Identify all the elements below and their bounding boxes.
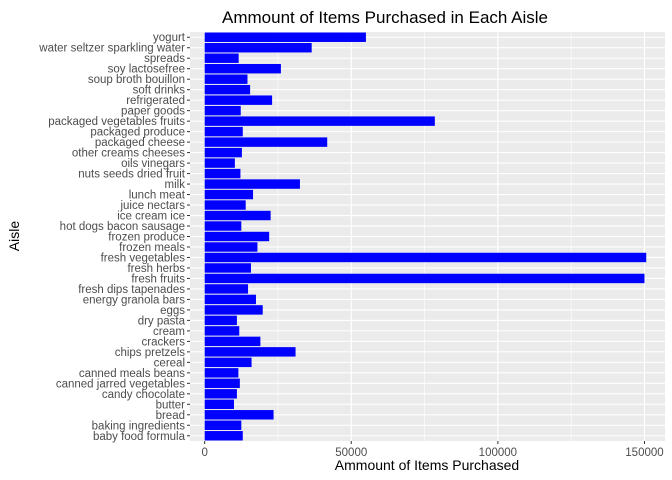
bar (204, 242, 258, 252)
bar (204, 95, 273, 105)
bar (204, 147, 242, 158)
bar (204, 53, 239, 63)
bar (204, 336, 261, 347)
bar (204, 200, 246, 210)
y-tick-label: dry pasta (138, 315, 186, 327)
y-tick-label: hot dogs bacon sausage (60, 221, 185, 233)
bar (204, 158, 235, 168)
y-tick-label: juice nectars (119, 200, 185, 212)
y-tick-label: baby food formula (93, 431, 186, 443)
bar (204, 63, 281, 74)
bar (204, 105, 241, 116)
x-tick-label: 100000 (479, 447, 517, 459)
bar (204, 189, 254, 200)
y-tick-label: nuts seeds dried fruit (78, 169, 186, 181)
y-tick-label: chips pretzels (115, 347, 186, 359)
bar (204, 263, 251, 273)
bar (204, 389, 237, 399)
bar (204, 126, 243, 137)
bar (204, 252, 647, 263)
bar (204, 231, 270, 242)
y-tick-label: soft drinks (133, 85, 186, 97)
y-tick-label: baking ingredients (92, 420, 186, 432)
gridlines (190, 32, 665, 441)
y-tick-label: other creams cheeses (72, 148, 185, 160)
bar (204, 210, 271, 221)
y-tick-label: water seltzer sparkling water (38, 43, 185, 55)
y-tick-label: eggs (160, 305, 185, 317)
y-tick-label: packaged cheese (95, 137, 185, 149)
bar (204, 43, 312, 53)
x-tick-label: 50000 (335, 447, 367, 459)
y-tick-label: cream (153, 326, 185, 338)
chart-title: Ammount of Items Purchased in Each Aisle (222, 8, 548, 27)
bar (204, 357, 252, 368)
bar (204, 378, 240, 389)
bar (204, 399, 234, 410)
x-tick-label: 0 (201, 447, 207, 459)
bar (204, 305, 263, 315)
y-tick-label: fresh fruits (131, 273, 185, 285)
y-tick-label: frozen meals (119, 242, 185, 254)
y-tick-label: fresh herbs (127, 263, 185, 275)
y-tick-label: paper goods (121, 106, 185, 118)
y-tick-label: candy chocolate (102, 389, 185, 401)
y-tick-label: bread (156, 410, 185, 422)
bar (204, 137, 328, 147)
y-tick-label: butter (156, 399, 186, 411)
bar (204, 326, 240, 336)
y-tick-label: crackers (142, 336, 186, 348)
bar (204, 168, 241, 179)
y-tick-label: lunch meat (129, 190, 186, 202)
y-axis-title: Aisle (6, 221, 22, 252)
bars (204, 32, 647, 441)
y-tick-label: frozen produce (108, 232, 185, 244)
bar (204, 179, 300, 189)
bar (204, 32, 366, 42)
y-tick-label: energy granola bars (83, 294, 186, 306)
y-tick-label: refrigerated (126, 95, 185, 107)
bar (204, 273, 645, 284)
y-tick-label: spreads (144, 53, 185, 65)
x-tick-labels: 0 50000 100000 150000 (201, 441, 664, 459)
y-tick-label: milk (165, 179, 186, 191)
y-tick-label: packaged vegetables fruits (48, 116, 185, 128)
y-ticks (187, 36, 190, 437)
bar (204, 221, 242, 231)
y-tick-label: oils vinegars (121, 158, 185, 170)
y-tick-label: canned jarred vegetables (56, 378, 185, 390)
bar (204, 315, 237, 326)
y-tick-label: cereal (154, 357, 185, 369)
y-tick-label: fresh vegetables (101, 252, 186, 264)
bar (204, 284, 249, 294)
bar (204, 410, 274, 420)
bar (204, 294, 256, 305)
bar (204, 431, 243, 441)
bar (204, 116, 435, 126)
bar (204, 74, 248, 84)
bar (204, 347, 296, 357)
x-tick-label: 150000 (625, 447, 663, 459)
y-tick-label: yogurt (153, 32, 186, 44)
y-tick-label: ice cream ice (117, 211, 185, 223)
bar (204, 84, 251, 95)
y-tick-label: canned meals beans (79, 368, 185, 380)
y-tick-label: packaged produce (90, 127, 185, 139)
y-tick-label: soup broth bouillon (88, 74, 185, 86)
bar (204, 420, 242, 430)
y-tick-label: soy lactosefree (108, 64, 185, 76)
bar (204, 368, 239, 378)
y-tick-label: fresh dips tapenades (78, 284, 185, 296)
x-axis-title: Ammount of Items Purchased (335, 457, 519, 473)
